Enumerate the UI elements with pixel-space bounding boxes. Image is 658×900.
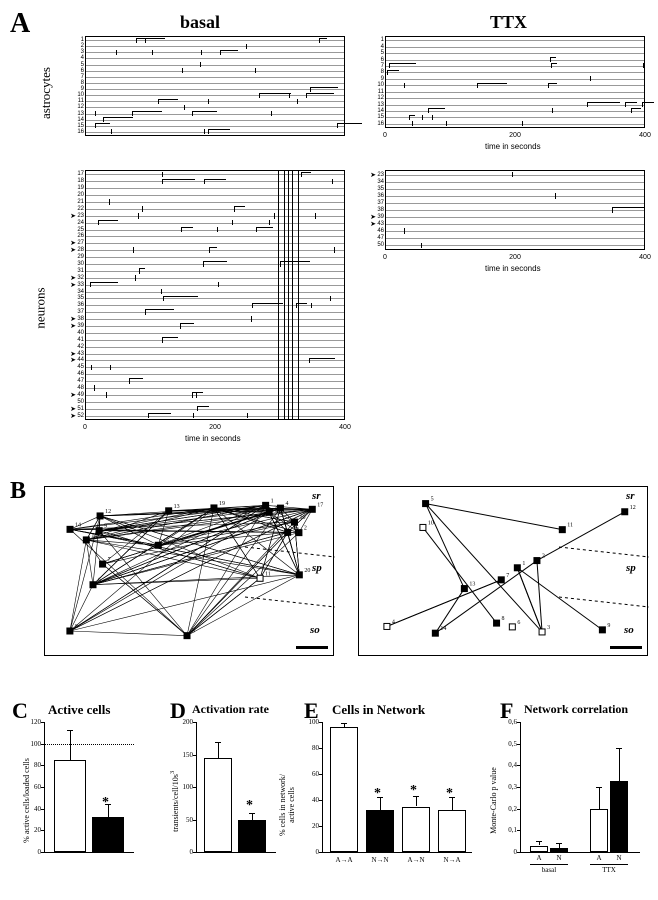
svg-text:9: 9 bbox=[104, 524, 107, 530]
xaxis-0-b: 0 bbox=[83, 424, 87, 431]
xaxis-title-at: time in seconds bbox=[485, 142, 541, 151]
layer-sp-b: sp bbox=[312, 562, 322, 574]
ytitle-c: % active cells/loaded cells bbox=[22, 758, 31, 843]
xaxis-0-t: 0 bbox=[383, 254, 387, 261]
side-astrocytes: astrocytes bbox=[38, 67, 54, 119]
svg-text:14: 14 bbox=[440, 626, 446, 632]
barchart-c: 020406080100120* bbox=[44, 722, 144, 872]
raster-neuron-ttx: 23➤343536373839➤43➤464750 bbox=[385, 170, 645, 250]
panel-letter-b: B bbox=[10, 478, 26, 505]
svg-text:3: 3 bbox=[274, 505, 277, 511]
xaxis-400-at: 400 bbox=[639, 132, 651, 139]
svg-text:1: 1 bbox=[522, 561, 525, 567]
network-basal-svg: 1234567891011121314151617181920 bbox=[45, 487, 335, 657]
xaxis-title-t: time in seconds bbox=[485, 264, 541, 273]
layer-sr-b: sr bbox=[312, 490, 321, 502]
ytitle-e: % cells in network/active cells bbox=[278, 774, 296, 836]
svg-text:15: 15 bbox=[163, 538, 169, 544]
scalebar-ttx bbox=[610, 646, 642, 649]
svg-text:14: 14 bbox=[75, 522, 81, 528]
title-f: Network correlation bbox=[524, 702, 628, 717]
layer-so-t: so bbox=[624, 624, 634, 636]
raster-neuron-basal: 17181920212223➤24252627➤28➤29303132➤33➤3… bbox=[85, 170, 345, 420]
svg-text:9: 9 bbox=[607, 623, 610, 629]
svg-text:12: 12 bbox=[630, 505, 636, 511]
raster-astro-basal: 12345678910111213141516 bbox=[85, 36, 345, 136]
panel-letter-a: A bbox=[10, 8, 30, 40]
svg-text:6: 6 bbox=[517, 620, 520, 626]
svg-text:5: 5 bbox=[192, 629, 195, 635]
svg-text:16: 16 bbox=[293, 525, 299, 531]
svg-text:1: 1 bbox=[271, 498, 274, 504]
svg-text:11: 11 bbox=[567, 523, 573, 529]
svg-text:12: 12 bbox=[105, 509, 111, 515]
xaxis-0-at: 0 bbox=[383, 132, 387, 139]
svg-text:2: 2 bbox=[542, 554, 545, 560]
ytitle-f: Monte-Carlo p value bbox=[489, 767, 498, 834]
svg-text:20: 20 bbox=[304, 568, 310, 574]
svg-text:13: 13 bbox=[469, 582, 475, 588]
title-basal: basal bbox=[180, 12, 220, 33]
svg-text:11: 11 bbox=[265, 571, 271, 577]
barchart-e: 020406080100A→A*N→N*A→N*N→A bbox=[322, 722, 480, 872]
title-c: Active cells bbox=[48, 702, 110, 718]
svg-text:19: 19 bbox=[219, 501, 225, 507]
svg-text:13: 13 bbox=[174, 504, 180, 510]
svg-text:18: 18 bbox=[91, 533, 97, 539]
svg-text:2: 2 bbox=[304, 526, 307, 532]
svg-text:6: 6 bbox=[98, 578, 101, 584]
xaxis-200-at: 200 bbox=[509, 132, 521, 139]
title-ttx: TTX bbox=[490, 12, 527, 33]
title-e: Cells in Network bbox=[332, 702, 425, 718]
svg-text:4: 4 bbox=[285, 501, 288, 507]
scalebar-basal bbox=[296, 646, 328, 649]
svg-text:7: 7 bbox=[506, 573, 509, 579]
ytitle-d: transients/cell/10s3 bbox=[169, 771, 180, 832]
panel-letter-c: C bbox=[12, 698, 28, 724]
network-ttx-svg: 1234567891011121314 bbox=[359, 487, 649, 657]
xaxis-200-t: 200 bbox=[509, 254, 521, 261]
xaxis-title-b: time in seconds bbox=[185, 434, 241, 443]
svg-text:8: 8 bbox=[502, 616, 505, 622]
layer-sr-t: sr bbox=[626, 490, 635, 502]
xaxis-400-t: 400 bbox=[639, 254, 651, 261]
raster-astro-ttx: 145678910111213141516 bbox=[385, 36, 645, 128]
svg-text:17: 17 bbox=[317, 502, 323, 508]
side-neurons: neurons bbox=[33, 287, 49, 328]
barchart-d: 050100150200* bbox=[196, 722, 286, 872]
barchart-f: 00,10,20,30,40,50,6ANANbasalTTX bbox=[520, 722, 650, 872]
svg-text:3: 3 bbox=[547, 625, 550, 631]
svg-text:10: 10 bbox=[299, 515, 305, 521]
net-basal-box: 1234567891011121314151617181920 bbox=[44, 486, 334, 656]
xaxis-400-b: 400 bbox=[339, 424, 351, 431]
svg-text:10: 10 bbox=[428, 520, 434, 526]
svg-text:5: 5 bbox=[431, 497, 434, 503]
title-d: Activation rate bbox=[192, 702, 269, 717]
xaxis-200-b: 200 bbox=[209, 424, 221, 431]
layer-sp-t: sp bbox=[626, 562, 636, 574]
svg-text:8: 8 bbox=[75, 624, 78, 630]
svg-text:4: 4 bbox=[392, 619, 395, 625]
net-ttx-box: 1234567891011121314 bbox=[358, 486, 648, 656]
layer-so-b: so bbox=[310, 624, 320, 636]
svg-text:7: 7 bbox=[108, 557, 111, 563]
